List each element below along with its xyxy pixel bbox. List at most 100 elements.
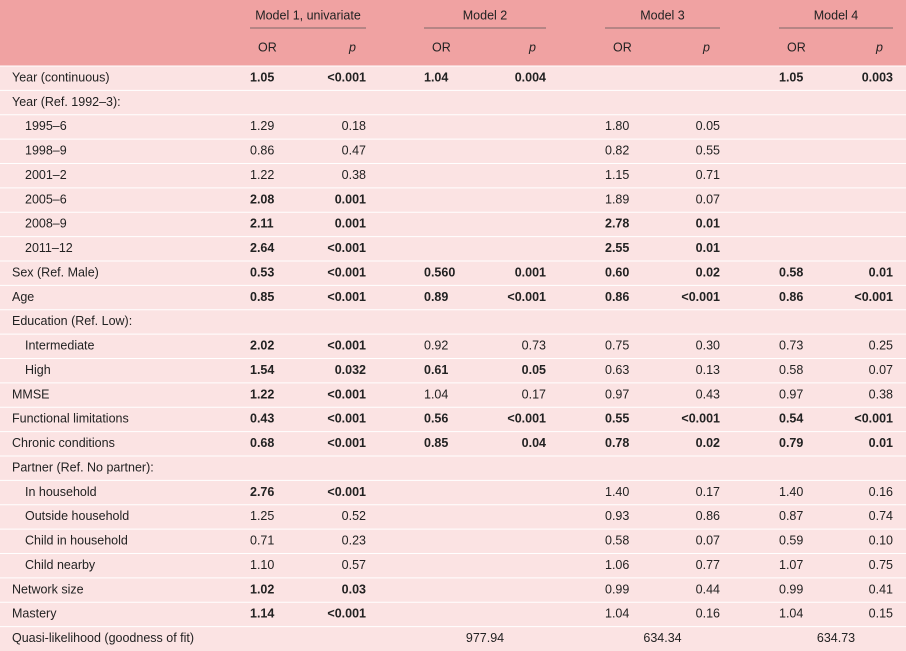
cell: 1.89 (605, 192, 629, 206)
cell: 0.57 (342, 558, 366, 572)
cell: 1.29 (250, 119, 274, 133)
cell: 0.82 (605, 144, 629, 158)
fit-value: 634.73 (817, 631, 855, 645)
column-header: OR (258, 40, 277, 54)
cell: <0.001 (327, 70, 366, 84)
row-label: 1998–9 (25, 144, 67, 158)
cell: 0.75 (869, 558, 893, 572)
row-label: Mastery (12, 607, 57, 621)
cell: 1.10 (250, 558, 274, 572)
cell: 1.22 (250, 168, 274, 182)
cell: 1.07 (779, 558, 803, 572)
cell: 0.02 (696, 436, 720, 450)
row-label: 1995–6 (25, 119, 67, 133)
cell: 0.41 (869, 582, 893, 596)
cell: 1.40 (779, 485, 803, 499)
cell: 0.71 (696, 168, 720, 182)
cell: 0.73 (779, 339, 803, 353)
cell: 0.38 (869, 387, 893, 401)
cell: 0.99 (605, 582, 629, 596)
row-label: Child nearby (25, 558, 96, 572)
cell: <0.001 (681, 412, 720, 426)
cell: 0.97 (605, 387, 629, 401)
cell: 0.16 (869, 485, 893, 499)
cell: 0.07 (696, 192, 720, 206)
cell: 1.54 (250, 363, 274, 377)
cell: 0.86 (696, 509, 720, 523)
cell: 0.44 (696, 582, 720, 596)
cell: 0.01 (696, 241, 720, 255)
row-label: Partner (Ref. No partner): (12, 460, 154, 474)
cell: 0.43 (696, 387, 720, 401)
cell: 0.85 (250, 290, 274, 304)
cell: 0.58 (779, 363, 803, 377)
cell: 0.74 (869, 509, 893, 523)
header-background (0, 0, 906, 66)
cell: <0.001 (327, 339, 366, 353)
cell: <0.001 (327, 607, 366, 621)
cell: 0.58 (605, 534, 629, 548)
cell: 1.04 (424, 70, 448, 84)
cell: 0.004 (515, 70, 546, 84)
cell: 0.38 (342, 168, 366, 182)
cell: 0.47 (342, 144, 366, 158)
cell: 0.78 (605, 436, 629, 450)
row-label: Network size (12, 582, 84, 596)
cell: 0.001 (335, 192, 366, 206)
cell: 0.43 (250, 412, 274, 426)
cell: 0.59 (779, 534, 803, 548)
fit-value: 977.94 (466, 631, 504, 645)
cell: 0.86 (250, 144, 274, 158)
cell: 0.92 (424, 339, 448, 353)
row-label: Child in household (25, 534, 128, 548)
cell: <0.001 (327, 412, 366, 426)
cell: 0.55 (696, 144, 720, 158)
cell: 0.61 (424, 363, 448, 377)
row-label: Year (Ref. 1992–3): (12, 95, 121, 109)
cell: 0.04 (522, 436, 546, 450)
cell: 1.04 (605, 607, 629, 621)
cell: 0.53 (250, 265, 274, 279)
model-header: Model 2 (463, 8, 508, 22)
cell: 0.79 (779, 436, 803, 450)
cell: 0.17 (696, 485, 720, 499)
cell: 0.89 (424, 290, 448, 304)
cell: 0.52 (342, 509, 366, 523)
cell: <0.001 (327, 241, 366, 255)
cell: 1.15 (605, 168, 629, 182)
row-label: Outside household (25, 509, 129, 523)
cell: <0.001 (327, 485, 366, 499)
cell: 2.11 (250, 217, 274, 231)
model-header: Model 3 (640, 8, 685, 22)
cell: <0.001 (854, 412, 893, 426)
row-label: Functional limitations (12, 412, 129, 426)
cell: 0.56 (424, 412, 448, 426)
cell: 2.64 (250, 241, 274, 255)
cell: 2.76 (250, 485, 274, 499)
cell: 0.86 (605, 290, 629, 304)
row-label: Year (continuous) (12, 70, 110, 84)
row-label: 2011–12 (25, 241, 73, 255)
cell: 0.15 (869, 607, 893, 621)
column-header: p (875, 40, 883, 54)
cell: <0.001 (327, 387, 366, 401)
cell: 0.77 (696, 558, 720, 572)
cell: 0.10 (869, 534, 893, 548)
cell: 1.02 (250, 582, 274, 596)
cell: 2.02 (250, 339, 274, 353)
row-label: Quasi-likelihood (goodness of fit) (12, 631, 194, 645)
row-label: High (25, 363, 51, 377)
cell: 0.17 (522, 387, 546, 401)
row-label: MMSE (12, 387, 50, 401)
column-header: OR (432, 40, 451, 54)
cell: 0.85 (424, 436, 448, 450)
column-header: p (348, 40, 356, 54)
row-label: Sex (Ref. Male) (12, 265, 99, 279)
cell: 0.54 (779, 412, 803, 426)
cell: 0.25 (869, 339, 893, 353)
cell: 1.05 (250, 70, 274, 84)
cell: 0.30 (696, 339, 720, 353)
cell: <0.001 (681, 290, 720, 304)
